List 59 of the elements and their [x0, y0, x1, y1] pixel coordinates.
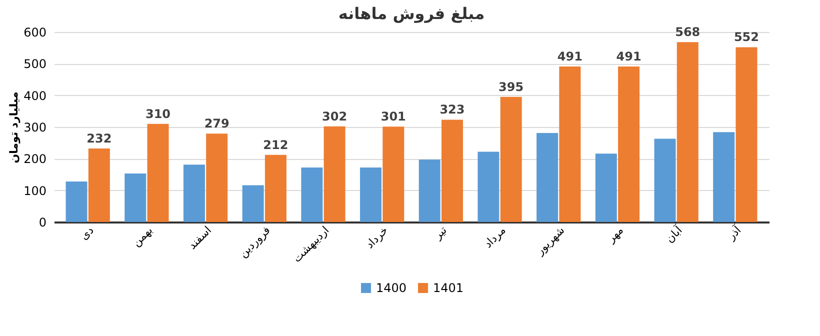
bar	[478, 152, 500, 222]
data-label: 395	[498, 80, 524, 94]
bar	[66, 181, 88, 222]
y-tick-label: 200	[24, 152, 46, 166]
y-tick-label: 0	[38, 216, 46, 230]
bar	[183, 164, 205, 222]
x-tick-label: مهر	[604, 224, 626, 246]
x-tick-label: شهریور	[532, 224, 568, 258]
bar	[595, 154, 617, 222]
bar	[676, 42, 698, 222]
bar	[360, 168, 382, 222]
y-tick-label: 100	[24, 184, 46, 198]
y-tick-label: 400	[24, 88, 46, 103]
x-tick-label: فروردین	[236, 224, 273, 260]
y-tick-label: 300	[24, 120, 46, 134]
x-tick-label: خرداد	[363, 224, 391, 252]
data-label: 552	[734, 30, 760, 44]
chart-title: مبلغ فروش ماهانه	[338, 4, 485, 23]
data-label: 302	[322, 109, 348, 124]
data-label: 279	[204, 116, 230, 131]
y-tick-label: 500	[24, 57, 46, 72]
x-tick-label: آبان	[662, 222, 686, 246]
bar	[301, 168, 323, 222]
data-label: 310	[145, 106, 171, 121]
bar	[536, 133, 558, 222]
data-label: 491	[557, 50, 582, 64]
bar	[441, 120, 463, 222]
bar	[147, 124, 169, 222]
legend-label: 1400	[376, 281, 407, 295]
bar	[206, 134, 228, 222]
x-tick-label: اسفند	[186, 224, 214, 252]
bar	[736, 47, 758, 222]
bar	[382, 126, 404, 222]
x-tick-label: تیر	[430, 224, 450, 242]
x-tick-label: آذر	[724, 222, 744, 244]
x-tick-label: بهمن	[130, 224, 156, 250]
x-tick-label: دی	[78, 224, 96, 243]
data-label: 568	[675, 25, 700, 40]
bar	[264, 154, 286, 222]
data-label: 232	[86, 132, 112, 146]
bar	[654, 138, 676, 222]
x-tick-label: مرداد	[482, 224, 508, 251]
y-axis-title: میلیارد تومان	[8, 92, 21, 164]
legend-label: 1401	[433, 281, 464, 295]
bar	[500, 96, 522, 222]
bar	[242, 185, 264, 222]
data-label: 491	[616, 50, 642, 64]
bar	[618, 66, 640, 222]
bar	[418, 160, 440, 222]
bar	[324, 126, 346, 222]
bar	[713, 132, 735, 222]
bar	[124, 174, 146, 222]
bar	[559, 66, 581, 222]
data-label: 212	[263, 138, 288, 152]
y-tick-label: 600	[24, 26, 46, 40]
data-label: 301	[380, 110, 406, 124]
data-label: 323	[440, 102, 465, 117]
x-tick-label: اردیبهشت	[290, 224, 332, 266]
bar	[88, 148, 110, 222]
